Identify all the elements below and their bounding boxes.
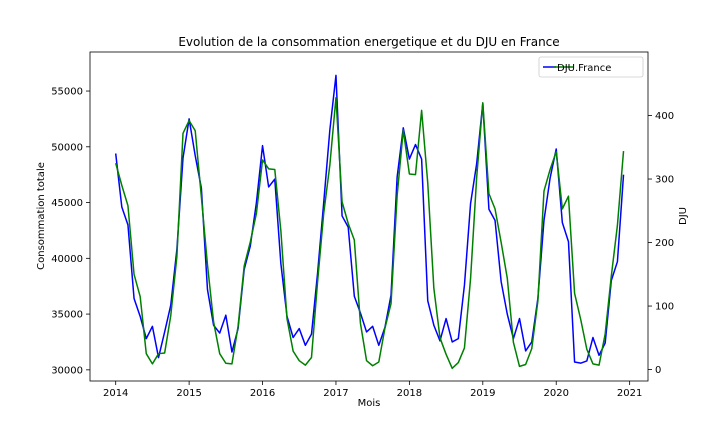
y-left-axis-title: Consommation totale <box>36 162 47 270</box>
series-line-dju <box>114 96 625 370</box>
y-right-tick-label: 100 <box>655 302 674 313</box>
y-right-tick-label: 0 <box>655 365 661 376</box>
x-tick-label: 2015 <box>176 388 201 399</box>
y-left-tick-label: 35000 <box>51 310 83 321</box>
plot-area <box>114 74 625 370</box>
x-tick-label: 2014 <box>103 388 128 399</box>
plot-frame <box>89 51 649 382</box>
x-tick-label: 2021 <box>617 388 642 399</box>
y-right-tick-label: 400 <box>655 111 674 122</box>
legend-label-dju: DJU.France <box>557 63 611 74</box>
x-tick-label: 2020 <box>543 388 568 399</box>
y-right-tick-label: 300 <box>655 175 674 186</box>
x-tick-label: 2017 <box>323 388 348 399</box>
y-left-tick-label: 40000 <box>51 254 83 265</box>
x-axis-title: Mois <box>358 398 381 409</box>
y-right-tick-label: 200 <box>655 238 674 249</box>
axes: 2014 2015 2016 2017 2018 2019 2020 2021 30000 350… <box>51 87 674 399</box>
y-left-tick-label: 50000 <box>51 142 83 153</box>
y-left-tick-label: 45000 <box>51 198 83 209</box>
y-left-tick-label: 55000 <box>51 87 83 98</box>
chart-title: Evolution de la consommation energetique… <box>178 35 559 49</box>
legend: DJU.France <box>538 56 644 78</box>
x-tick-label: 2016 <box>250 388 275 399</box>
y-right-axis-title: DJU <box>678 207 689 225</box>
y-left-tick-label: 30000 <box>51 365 83 376</box>
x-tick-label: 2018 <box>397 388 422 399</box>
x-tick-label: 2019 <box>470 388 495 399</box>
